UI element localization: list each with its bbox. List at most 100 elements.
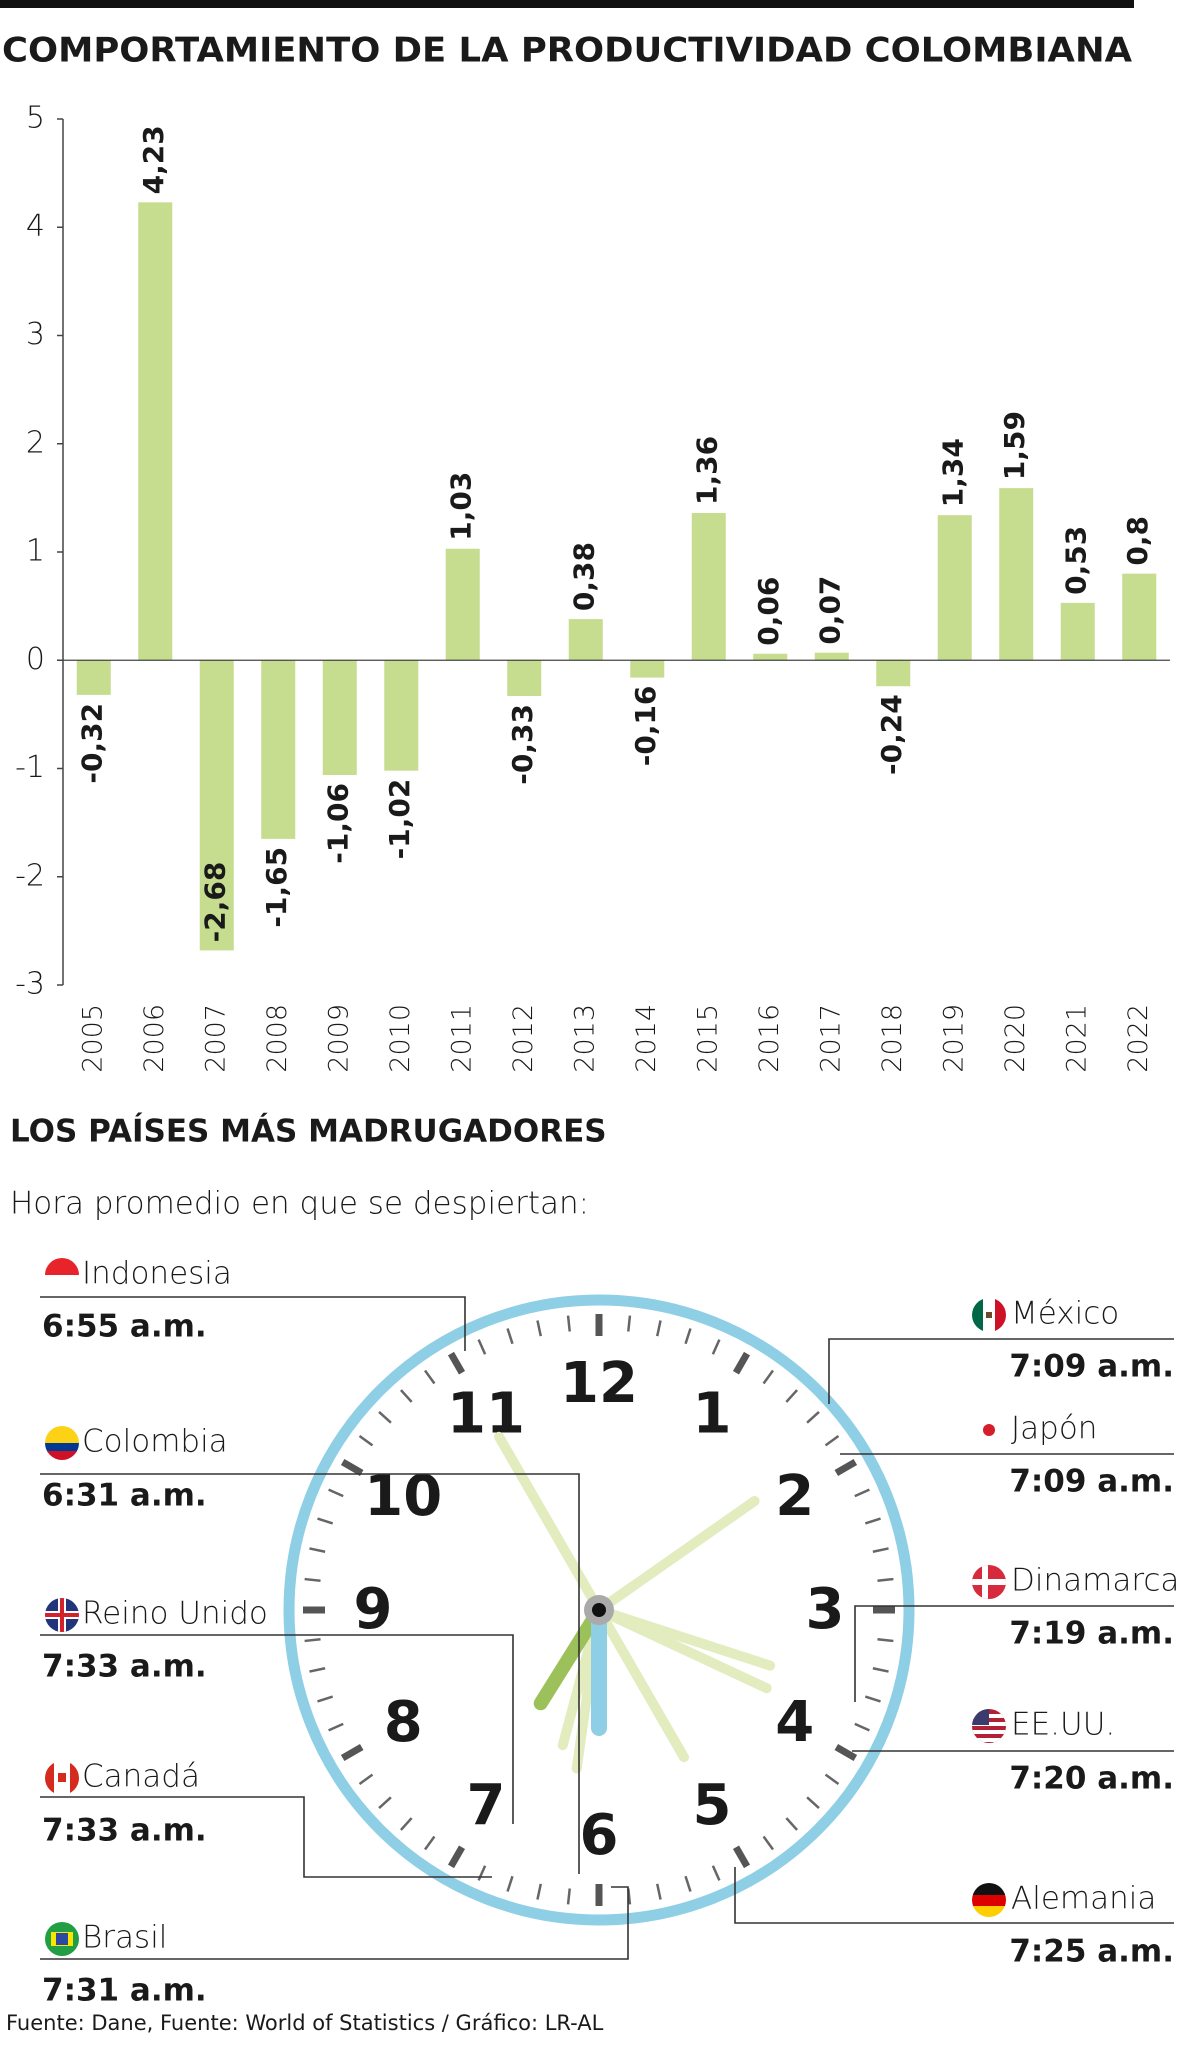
clock-number: 3 bbox=[806, 1577, 845, 1642]
country-name: Colombia bbox=[82, 1424, 228, 1460]
country-name: Brasil bbox=[82, 1920, 167, 1956]
clock-number: 7 bbox=[467, 1773, 506, 1838]
country-name: Canadá bbox=[82, 1759, 200, 1795]
minute-tick bbox=[711, 1865, 721, 1881]
flag-stripe bbox=[45, 1275, 79, 1292]
value-label: 4,23 bbox=[137, 125, 170, 194]
leader-line bbox=[40, 1473, 580, 1874]
y-tick-label: 2 bbox=[26, 425, 45, 460]
wake-time: 6:31 a.m. bbox=[42, 1478, 207, 1514]
bar bbox=[937, 515, 972, 661]
x-tick-label: 2022 bbox=[1123, 1004, 1154, 1073]
clock-number: 2 bbox=[775, 1464, 814, 1529]
minute-tick bbox=[655, 1883, 662, 1900]
bar bbox=[507, 660, 542, 696]
x-tick-label: 2008 bbox=[262, 1004, 293, 1073]
value-label: 1,59 bbox=[998, 411, 1031, 480]
flag bbox=[972, 1709, 1006, 1743]
y-tick-label: 1 bbox=[26, 534, 45, 569]
value-label: -1,02 bbox=[383, 779, 416, 860]
minute-tick bbox=[424, 1369, 436, 1385]
flag-body bbox=[972, 1709, 1006, 1743]
flag-stripe bbox=[56, 1933, 68, 1945]
x-tick-label: 2018 bbox=[877, 1004, 908, 1073]
minute-tick bbox=[328, 1488, 344, 1498]
country-list: Indonesia 6:55 a.m. Colombia 6:31 a.m. Reino… bbox=[40, 1256, 1179, 2009]
hour-tick bbox=[732, 1845, 751, 1869]
flag-body bbox=[45, 1922, 79, 1956]
wake-time: 7:25 a.m. bbox=[1009, 1934, 1174, 1970]
clock-number: 11 bbox=[447, 1381, 525, 1446]
flag-stripe bbox=[45, 1426, 79, 1443]
bar bbox=[691, 513, 726, 661]
minute-tick bbox=[304, 1638, 321, 1643]
wake-time: 7:09 a.m. bbox=[1009, 1464, 1174, 1500]
leader-line bbox=[734, 1867, 1174, 1924]
hour-tick bbox=[834, 1743, 858, 1762]
country-name: EE.UU. bbox=[1011, 1707, 1115, 1743]
bar bbox=[445, 548, 480, 661]
flag-stripe bbox=[972, 1738, 1006, 1742]
minute-tick bbox=[309, 1666, 326, 1673]
value-label: 1,03 bbox=[445, 472, 478, 541]
bar-chart: -3 -2 -1 0 1 2 3 4 5 2005 -0,32 2006 4,23 2007 -2,68 20… bbox=[15, 101, 1170, 1073]
wake-time: 7:33 a.m. bbox=[42, 1649, 207, 1685]
value-label: -1,65 bbox=[260, 847, 293, 928]
flag-body bbox=[972, 1565, 1006, 1599]
clock-number: 8 bbox=[384, 1690, 423, 1755]
value-label: -0,16 bbox=[629, 686, 662, 767]
value-label: 0,07 bbox=[814, 576, 847, 645]
flag-body bbox=[45, 1761, 79, 1795]
bar bbox=[384, 660, 419, 771]
flag-stripe bbox=[972, 1906, 1006, 1917]
x-tick-label: 2005 bbox=[77, 1004, 108, 1073]
minute-tick bbox=[627, 1315, 632, 1332]
clock-hand bbox=[594, 1496, 760, 1615]
wake-time: 7:20 a.m. bbox=[1009, 1761, 1174, 1797]
minute-tick bbox=[785, 1389, 798, 1403]
minute-tick bbox=[358, 1773, 374, 1785]
y-tick-label: 5 bbox=[26, 101, 45, 136]
country-name: México bbox=[1011, 1296, 1119, 1332]
minute-tick bbox=[506, 1875, 514, 1892]
minute-tick bbox=[864, 1517, 881, 1525]
value-label: 0,06 bbox=[752, 577, 785, 646]
minute-tick bbox=[477, 1865, 487, 1881]
flag-stripe bbox=[58, 1773, 66, 1782]
flag bbox=[972, 1883, 1006, 1917]
wake-time: 7:19 a.m. bbox=[1009, 1616, 1174, 1652]
minute-tick bbox=[655, 1320, 662, 1337]
minute-tick bbox=[864, 1695, 881, 1703]
x-tick-label: 2009 bbox=[323, 1004, 354, 1073]
value-label: 1,34 bbox=[937, 438, 970, 507]
bar bbox=[138, 202, 173, 661]
x-tick-label: 2020 bbox=[1000, 1004, 1031, 1073]
y-tick-label: -2 bbox=[15, 858, 45, 893]
bar bbox=[814, 652, 849, 661]
clock-pin bbox=[592, 1603, 606, 1617]
x-tick-label: 2011 bbox=[446, 1004, 477, 1073]
wake-time: 7:33 a.m. bbox=[42, 1813, 207, 1849]
minute-tick bbox=[806, 1411, 820, 1424]
minute-tick bbox=[806, 1796, 820, 1809]
minute-tick bbox=[378, 1796, 392, 1809]
y-tick-label: -3 bbox=[15, 967, 45, 1002]
minute-tick bbox=[872, 1547, 889, 1554]
minute-tick bbox=[536, 1883, 543, 1900]
clock-number: 12 bbox=[560, 1351, 638, 1416]
flag bbox=[45, 1598, 79, 1632]
minute-tick bbox=[317, 1695, 334, 1703]
minute-tick bbox=[378, 1411, 392, 1424]
country-name: Indonesia bbox=[82, 1256, 232, 1292]
flag-stripe bbox=[45, 1761, 54, 1795]
minute-tick bbox=[424, 1835, 436, 1851]
x-tick-label: 2012 bbox=[508, 1004, 539, 1073]
value-label: 0,53 bbox=[1060, 526, 1093, 595]
flag bbox=[45, 1761, 79, 1795]
value-label: 0,38 bbox=[568, 542, 601, 611]
chart-title: COMPORTAMIENTO DE LA PRODUCTIVIDAD COLOM… bbox=[2, 31, 1133, 71]
y-tick-label: 3 bbox=[26, 317, 45, 352]
x-tick-label: 2010 bbox=[385, 1004, 416, 1073]
